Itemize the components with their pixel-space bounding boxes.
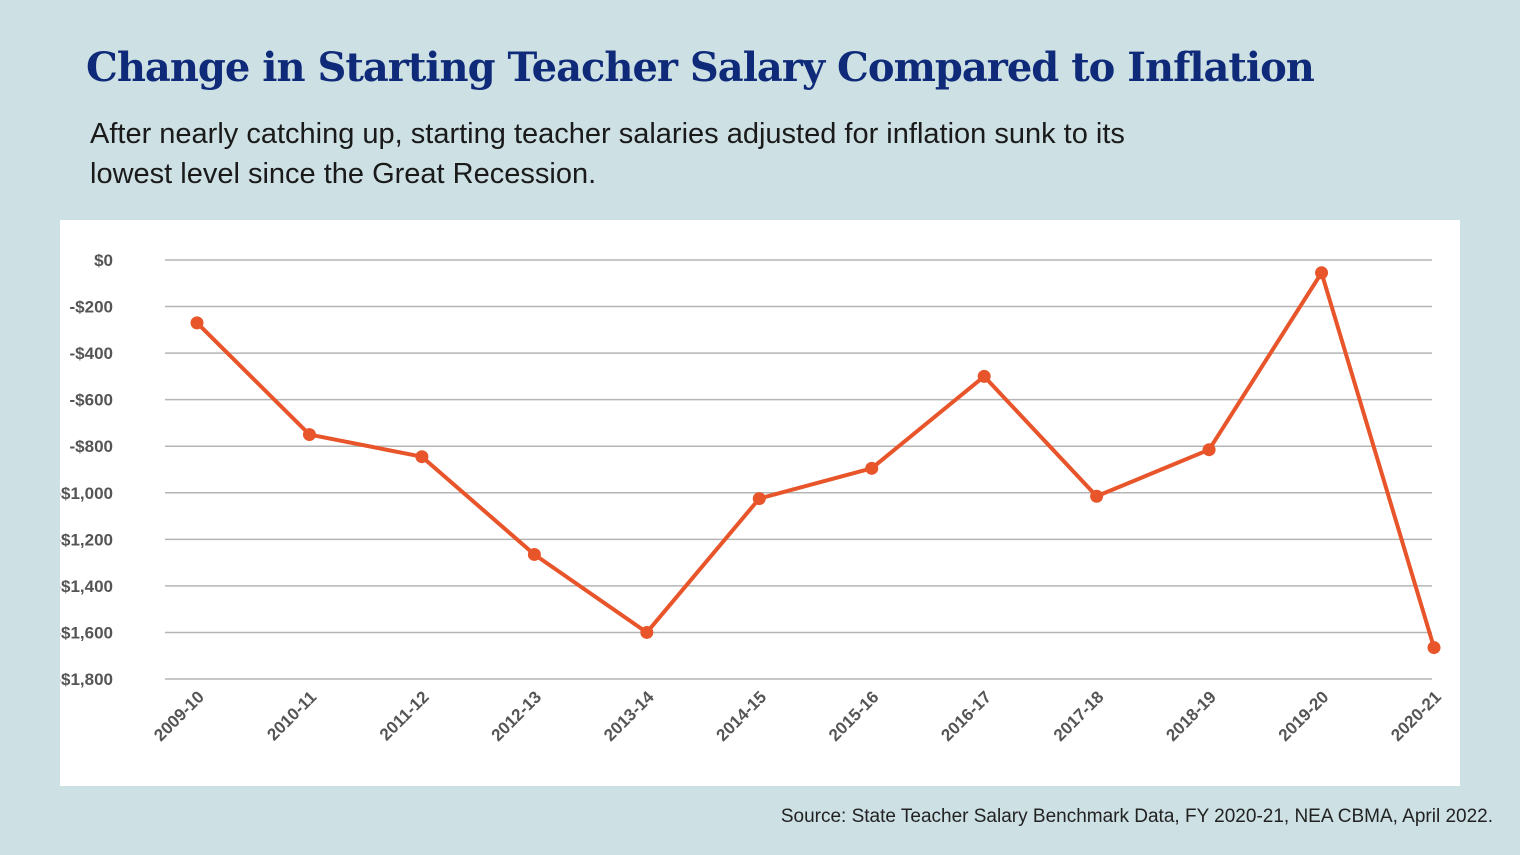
y-tick-label: -$400 (70, 344, 113, 363)
x-tick-label: 2013-14 (600, 687, 658, 745)
y-tick-label: -$1,000 (60, 484, 113, 503)
x-tick-label: 2012-13 (488, 687, 546, 745)
y-tick-label: -$1,400 (60, 577, 113, 596)
line-chart: $0 -$200 -$400 -$600 -$800 -$1,000 -$1,200 -$1,… (60, 251, 1445, 745)
x-tick-label: 2009-10 (150, 687, 208, 745)
data-point (415, 450, 429, 464)
gridlines (165, 259, 1432, 680)
y-tick-label: -$1,800 (60, 670, 113, 689)
x-tick-label: 2018-19 (1162, 687, 1220, 745)
data-point (1315, 266, 1329, 280)
chart-panel: $0 -$200 -$400 -$600 -$800 -$1,000 -$1,200 -$1,… (60, 220, 1460, 786)
data-point (302, 428, 316, 442)
data-point (640, 625, 654, 639)
data-point (1427, 641, 1441, 655)
x-tick-label: 2017-18 (1050, 687, 1108, 745)
x-tick-label: 2014-15 (713, 687, 771, 745)
data-point (1090, 489, 1104, 503)
series-line (195, 270, 1436, 649)
data-point (527, 547, 541, 561)
data-point (190, 316, 204, 330)
x-tick-label: 2015-16 (825, 687, 883, 745)
y-tick-label: -$800 (70, 437, 113, 456)
data-point-markers (190, 266, 1441, 655)
x-tick-label: 2016-17 (937, 687, 995, 745)
subtitle-line-2: lowest level since the Great Recession. (90, 158, 597, 190)
data-point (1202, 443, 1216, 457)
x-tick-label: 2019-20 (1275, 687, 1333, 745)
y-tick-label: -$1,600 (60, 623, 113, 642)
y-tick-label: $0 (94, 251, 113, 270)
y-axis-ticks: $0 -$200 -$400 -$600 -$800 -$1,000 -$1,200 -$1,… (60, 251, 113, 689)
chart-subtitle: After nearly catching up, starting teach… (90, 114, 1310, 194)
subtitle-line-1: After nearly catching up, starting teach… (90, 118, 1125, 150)
x-tick-label: 2011-12 (376, 687, 433, 744)
y-tick-label: -$200 (70, 298, 113, 317)
data-point (865, 461, 879, 475)
x-tick-label: 2010-11 (263, 687, 320, 744)
data-point (752, 492, 766, 506)
source-note: Source: State Teacher Salary Benchmark D… (780, 806, 1493, 827)
x-axis-ticks: 2009-10 2010-11 2011-12 2012-13 2013-14 2014-… (150, 687, 1445, 745)
chart-title: Change in Starting Teacher Salary Compar… (86, 44, 1315, 91)
y-tick-label: -$1,200 (60, 530, 113, 549)
y-tick-label: -$600 (70, 391, 113, 410)
data-point (977, 369, 991, 383)
x-tick-label: 2020-21 (1387, 687, 1445, 745)
